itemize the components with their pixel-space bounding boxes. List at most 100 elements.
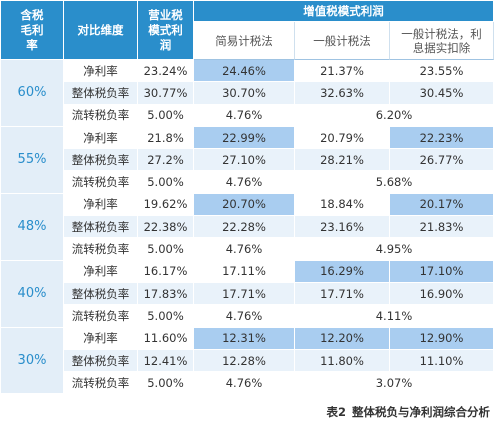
dimension-label: 流转税负率 bbox=[64, 372, 138, 395]
general-merged-value: 5.68% bbox=[295, 171, 495, 194]
dimension-label: 流转税负率 bbox=[64, 305, 138, 328]
table-row: 55% 净利率 21.8% 22.99% 20.79% 22.23% bbox=[1, 126, 495, 194]
caption-title: 整体税负与净利润综合分析 bbox=[352, 405, 490, 419]
simple-method-value: 22.99% bbox=[194, 126, 295, 150]
dimension-label: 净利率 bbox=[64, 193, 138, 217]
general-merged-value: 4.95% bbox=[295, 238, 495, 261]
business-tax-value: 5.00% bbox=[138, 104, 194, 127]
header-gross-margin: 含税毛利率 bbox=[1, 1, 64, 60]
general-method-value: 12.20% bbox=[295, 327, 390, 350]
business-tax-value: 23.24% bbox=[138, 60, 194, 83]
dimension-label: 整体税负率 bbox=[64, 349, 138, 373]
caption-number: 表2 bbox=[326, 405, 346, 419]
general-merged-value: 3.07% bbox=[295, 372, 495, 395]
general-method-value: 28.21% bbox=[295, 149, 390, 172]
dimension-label: 整体税负率 bbox=[64, 216, 138, 239]
general-merged-value: 6.20% bbox=[295, 104, 495, 127]
business-tax-value: 22.38% bbox=[138, 216, 194, 239]
simple-method-value: 24.46% bbox=[194, 60, 295, 83]
table-row: 流转税负率 5.00% 4.76% 5.68% bbox=[1, 171, 495, 194]
header-general-deduct-method: 一般计税法，利息据实扣除 bbox=[390, 22, 495, 60]
header-business-tax-profit: 营业税模式利润 bbox=[138, 1, 194, 60]
simple-method-value: 30.70% bbox=[194, 82, 295, 105]
general-deduct-value: 22.23% bbox=[390, 126, 495, 150]
general-merged-value: 4.11% bbox=[295, 305, 495, 328]
gross-margin-cell: 40% bbox=[1, 260, 64, 328]
simple-method-value: 17.11% bbox=[194, 260, 295, 283]
general-deduct-value: 20.17% bbox=[390, 193, 495, 217]
general-deduct-value: 30.45% bbox=[390, 82, 495, 105]
business-tax-value: 5.00% bbox=[138, 305, 194, 328]
general-deduct-value: 12.90% bbox=[390, 327, 495, 350]
table-row: 整体税负率 22.38% 22.28% 23.16% 21.83% bbox=[1, 216, 495, 239]
general-deduct-value: 17.10% bbox=[390, 260, 495, 283]
simple-method-value: 22.28% bbox=[194, 216, 295, 239]
general-deduct-value: 16.90% bbox=[390, 282, 495, 306]
simple-method-value: 4.76% bbox=[194, 171, 295, 194]
profit-comparison-table: 含税毛利率 对比维度 营业税模式利润 增值税模式利润 简易计税法 一般计税法 一… bbox=[1, 1, 495, 395]
business-tax-value: 5.00% bbox=[138, 372, 194, 395]
general-deduct-value: 21.83% bbox=[390, 216, 495, 239]
business-tax-value: 30.77% bbox=[138, 82, 194, 105]
business-tax-value: 5.00% bbox=[138, 171, 194, 194]
gross-margin-cell: 30% bbox=[1, 327, 64, 395]
table-caption: 表2 整体税负与净利润综合分析 bbox=[326, 404, 490, 420]
general-method-value: 16.29% bbox=[295, 260, 390, 283]
header-general-method: 一般计税法 bbox=[295, 22, 390, 60]
dimension-label: 净利率 bbox=[64, 126, 138, 150]
general-method-value: 32.63% bbox=[295, 82, 390, 105]
general-deduct-value: 23.55% bbox=[390, 60, 495, 83]
general-deduct-value: 26.77% bbox=[390, 149, 495, 172]
general-method-value: 20.79% bbox=[295, 126, 390, 150]
simple-method-value: 4.76% bbox=[194, 372, 295, 395]
table-row: 整体税负率 30.77% 30.70% 32.63% 30.45% bbox=[1, 82, 495, 105]
simple-method-value: 27.10% bbox=[194, 149, 295, 172]
dimension-label: 净利率 bbox=[64, 327, 138, 350]
table-row: 流转税负率 5.00% 4.76% 6.20% bbox=[1, 104, 495, 127]
header-simple-method: 简易计税法 bbox=[194, 22, 295, 60]
general-method-value: 23.16% bbox=[295, 216, 390, 239]
simple-method-value: 4.76% bbox=[194, 305, 295, 328]
dimension-label: 整体税负率 bbox=[64, 82, 138, 105]
simple-method-value: 4.76% bbox=[194, 104, 295, 127]
simple-method-value: 4.76% bbox=[194, 238, 295, 261]
dimension-label: 净利率 bbox=[64, 60, 138, 83]
business-tax-value: 21.8% bbox=[138, 126, 194, 150]
gross-margin-cell: 60% bbox=[1, 60, 64, 127]
dimension-label: 整体税负率 bbox=[64, 149, 138, 172]
general-method-value: 17.71% bbox=[295, 282, 390, 306]
general-method-value: 21.37% bbox=[295, 60, 390, 83]
header-dimension: 对比维度 bbox=[64, 1, 138, 60]
header-vat-profit-group: 增值税模式利润 bbox=[194, 1, 495, 22]
simple-method-value: 12.31% bbox=[194, 327, 295, 350]
business-tax-value: 5.00% bbox=[138, 238, 194, 261]
general-method-value: 11.80% bbox=[295, 349, 390, 373]
dimension-label: 整体税负率 bbox=[64, 282, 138, 306]
dimension-label: 净利率 bbox=[64, 260, 138, 283]
table-row: 流转税负率 5.00% 4.76% 4.11% bbox=[1, 305, 495, 328]
simple-method-value: 20.70% bbox=[194, 193, 295, 217]
dimension-label: 流转税负率 bbox=[64, 171, 138, 194]
gross-margin-cell: 48% bbox=[1, 193, 64, 261]
business-tax-value: 11.60% bbox=[138, 327, 194, 350]
dimension-label: 流转税负率 bbox=[64, 238, 138, 261]
table-row: 整体税负率 17.83% 17.71% 17.71% 16.90% bbox=[1, 282, 495, 306]
business-tax-value: 16.17% bbox=[138, 260, 194, 283]
table-row: 48% 净利率 19.62% 20.70% 18.84% 20.17% bbox=[1, 193, 495, 261]
general-deduct-value: 11.10% bbox=[390, 349, 495, 373]
gross-margin-cell: 55% bbox=[1, 126, 64, 194]
business-tax-value: 17.83% bbox=[138, 282, 194, 306]
table-row: 流转税负率 5.00% 4.76% 4.95% bbox=[1, 238, 495, 261]
general-method-value: 18.84% bbox=[295, 193, 390, 217]
table-row: 整体税负率 12.41% 12.28% 11.80% 11.10% bbox=[1, 349, 495, 373]
business-tax-value: 19.62% bbox=[138, 193, 194, 217]
table-row: 60% 净利率 23.24% 24.46% 21.37% 23.55% bbox=[1, 60, 495, 127]
business-tax-value: 12.41% bbox=[138, 349, 194, 373]
business-tax-value: 27.2% bbox=[138, 149, 194, 172]
dimension-label: 流转税负率 bbox=[64, 104, 138, 127]
table-row: 40% 净利率 16.17% 17.11% 16.29% 17.10% bbox=[1, 260, 495, 328]
simple-method-value: 12.28% bbox=[194, 349, 295, 373]
table-row: 30% 净利率 11.60% 12.31% 12.20% 12.90% bbox=[1, 327, 495, 395]
table-row: 整体税负率 27.2% 27.10% 28.21% 26.77% bbox=[1, 149, 495, 172]
